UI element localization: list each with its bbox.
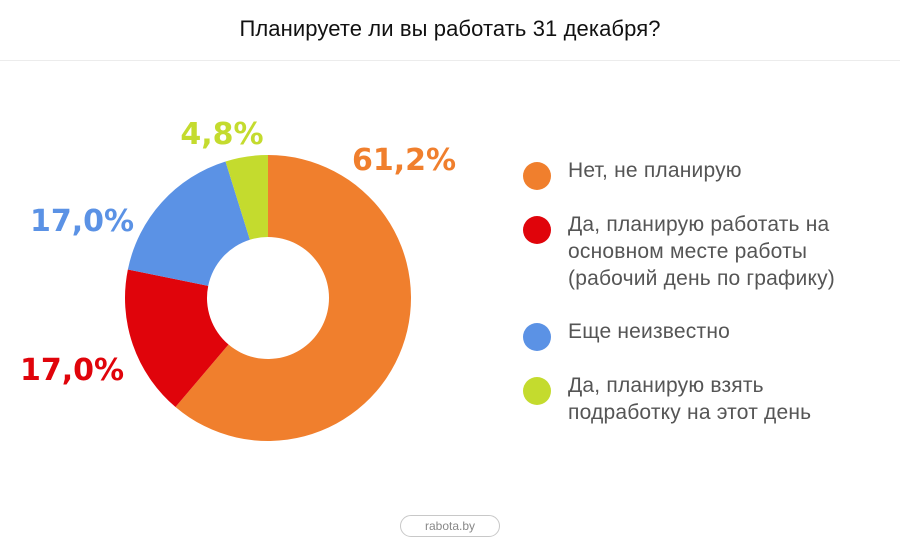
value-label-side-job: 4,8% [180,117,263,152]
legend-label-main-job-line-3: (рабочий день по графику) [568,267,835,290]
source-badge: rabota.by [400,515,500,537]
chart-legend: Нет, не планирую Да, планирую работать н… [523,155,893,426]
legend-label-unknown: Еще неизвестно [568,320,730,343]
value-label-no: 61,2% [352,143,456,178]
legend-item-side-job: Да, планирую взять подработку на этот де… [523,372,893,426]
value-label-main-job: 17,0% [20,353,124,388]
donut-chart: 61,2% 17,0% 17,0% 4,8% [20,117,456,441]
legend-swatch-no [523,162,551,190]
slice-main-job [125,269,229,408]
title-divider [0,60,900,61]
slice-side-job [225,155,268,240]
legend-item-main-job: Да, планирую работать на основном месте … [523,211,893,292]
legend-label-side-job-line-1: Да, планирую взять [568,374,764,397]
legend-label-main-job-line-2: основном месте работы [568,240,808,263]
legend-swatch-unknown [523,323,551,351]
legend-label-no: Нет, не планирую [568,159,742,182]
legend-label-main-job-line-1: Да, планирую работать на [568,213,830,236]
legend-item-no: Нет, не планирую [523,157,893,190]
legend-swatch-side-job [523,377,551,405]
legend-label-side-job-line-2: подработку на этот день [568,401,812,424]
slice-no [175,155,412,441]
chart-title: Планируете ли вы работать 31 декабря? [239,16,661,41]
legend-item-unknown: Еще неизвестно [523,318,893,351]
legend-swatch-main-job [523,216,551,244]
value-label-unknown: 17,0% [30,204,134,239]
slice-unknown [127,161,250,286]
